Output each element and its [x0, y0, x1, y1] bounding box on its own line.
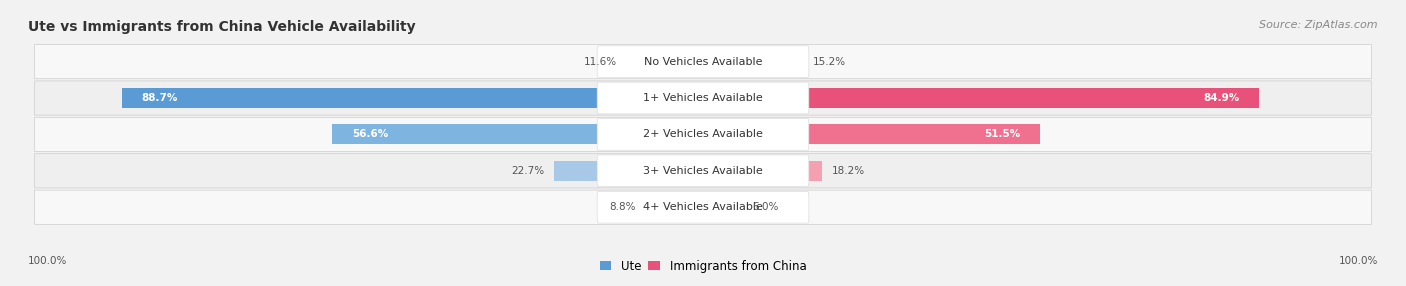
Bar	[332, 124, 703, 144]
Bar	[627, 51, 703, 72]
Bar	[703, 88, 1260, 108]
Text: 88.7%: 88.7%	[142, 93, 177, 103]
Text: 51.5%: 51.5%	[984, 130, 1021, 139]
Bar	[703, 51, 803, 72]
Text: Source: ZipAtlas.com: Source: ZipAtlas.com	[1260, 20, 1378, 30]
FancyBboxPatch shape	[598, 119, 808, 150]
Bar	[554, 161, 703, 181]
Text: No Vehicles Available: No Vehicles Available	[644, 57, 762, 67]
Bar	[703, 161, 823, 181]
Text: 15.2%: 15.2%	[813, 57, 845, 67]
Text: 3+ Vehicles Available: 3+ Vehicles Available	[643, 166, 763, 176]
FancyBboxPatch shape	[598, 191, 808, 223]
Text: 84.9%: 84.9%	[1204, 93, 1240, 103]
Bar	[703, 197, 742, 217]
FancyBboxPatch shape	[35, 81, 1371, 115]
Text: 11.6%: 11.6%	[583, 57, 617, 67]
Text: 100.0%: 100.0%	[1339, 256, 1378, 266]
Text: 2+ Vehicles Available: 2+ Vehicles Available	[643, 130, 763, 139]
Bar	[122, 88, 703, 108]
Text: Ute vs Immigrants from China Vehicle Availability: Ute vs Immigrants from China Vehicle Ava…	[28, 20, 416, 34]
FancyBboxPatch shape	[35, 117, 1371, 152]
Text: 22.7%: 22.7%	[512, 166, 544, 176]
Text: 8.8%: 8.8%	[609, 202, 636, 212]
FancyBboxPatch shape	[598, 155, 808, 187]
Text: 1+ Vehicles Available: 1+ Vehicles Available	[643, 93, 763, 103]
Text: 4+ Vehicles Available: 4+ Vehicles Available	[643, 202, 763, 212]
Text: 56.6%: 56.6%	[352, 130, 388, 139]
FancyBboxPatch shape	[598, 46, 808, 78]
Text: 6.0%: 6.0%	[752, 202, 779, 212]
FancyBboxPatch shape	[35, 190, 1371, 224]
Legend: Ute, Immigrants from China: Ute, Immigrants from China	[599, 260, 807, 273]
Bar	[703, 124, 1040, 144]
FancyBboxPatch shape	[35, 45, 1371, 79]
Text: 18.2%: 18.2%	[832, 166, 865, 176]
FancyBboxPatch shape	[35, 154, 1371, 188]
FancyBboxPatch shape	[598, 82, 808, 114]
Bar	[645, 197, 703, 217]
Text: 100.0%: 100.0%	[28, 256, 67, 266]
